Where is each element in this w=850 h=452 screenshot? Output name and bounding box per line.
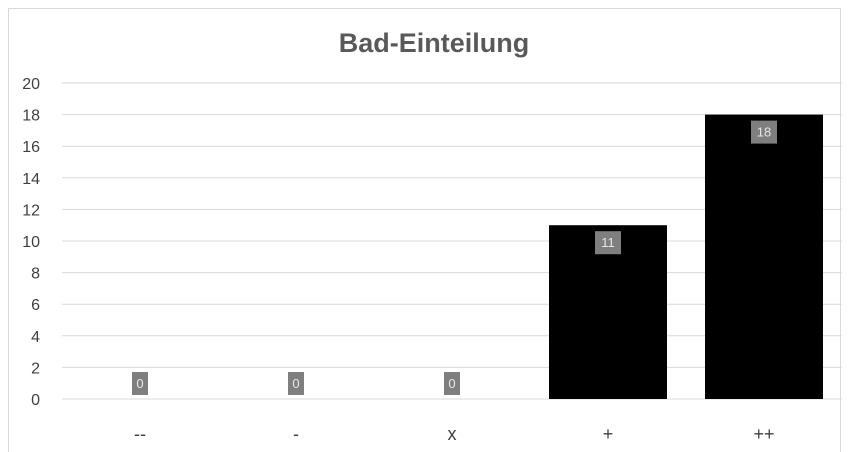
y-tick-label: 16: [22, 139, 40, 156]
chart-title: Bad-Einteilung: [339, 28, 530, 58]
y-tick-label: 14: [22, 171, 40, 188]
y-tick-label: 6: [31, 297, 40, 314]
y-tick-label: 18: [22, 108, 40, 125]
x-tick-label: -: [293, 424, 299, 444]
y-tick-label: 0: [31, 392, 40, 409]
data-label: 0: [448, 376, 455, 391]
data-label: 11: [601, 235, 615, 250]
data-label-box: [595, 231, 621, 255]
bars: [549, 114, 823, 399]
y-tick-label: 4: [31, 329, 40, 346]
y-axis-ticks: 0 2 4 6 8 10 12 14 16 18 20: [22, 76, 40, 409]
y-tick-label: 12: [22, 202, 40, 219]
bar: [705, 114, 823, 399]
y-tick-label: 8: [31, 266, 40, 283]
data-label-box: [288, 372, 304, 395]
x-tick-label: +: [603, 424, 614, 444]
data-label-box: [444, 372, 460, 395]
y-tick-label: 20: [22, 76, 40, 93]
data-label: 18: [757, 125, 771, 140]
data-label: 0: [292, 376, 299, 391]
x-axis-ticks: -- - x + ++: [134, 424, 775, 444]
data-label-box: [751, 120, 777, 144]
data-label: 0: [136, 376, 143, 391]
y-tick-label: 10: [22, 234, 40, 251]
x-tick-label: ++: [753, 424, 774, 444]
data-label-box: [132, 372, 148, 395]
data-labels: 0 0 0 11 18: [132, 120, 777, 395]
x-tick-label: --: [134, 424, 146, 444]
x-tick-label: x: [448, 424, 457, 444]
y-tick-label: 2: [31, 360, 40, 377]
